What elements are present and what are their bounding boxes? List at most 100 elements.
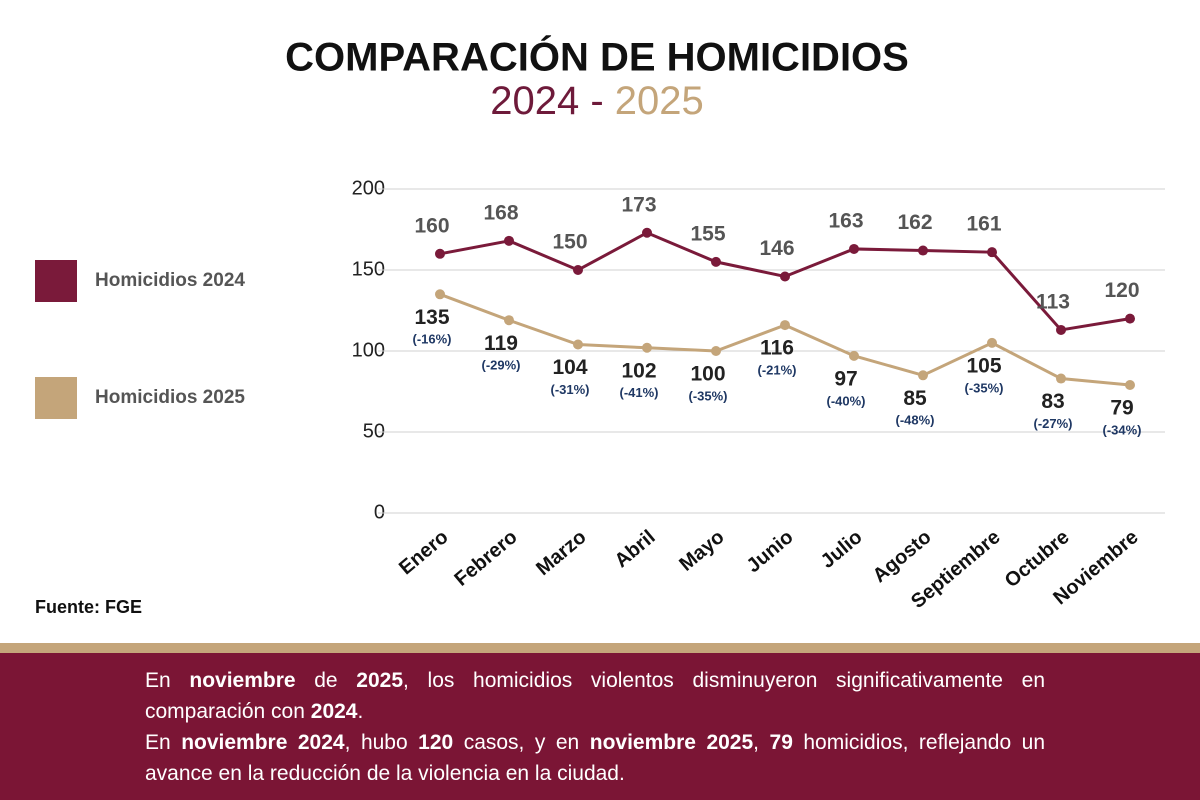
point	[780, 320, 790, 331]
footer-run: noviembre	[189, 669, 296, 692]
data-label: 85	[903, 387, 927, 410]
data-label: 119	[484, 332, 518, 355]
y-tick-label: 100	[352, 339, 385, 361]
point	[573, 339, 583, 350]
data-label: 100	[690, 363, 725, 386]
data-label: 163	[828, 209, 863, 232]
data-label: 150	[552, 231, 587, 254]
footer-run: En	[145, 731, 182, 754]
data-label: 113	[1036, 290, 1070, 313]
change-label: (-35%)	[964, 380, 1003, 395]
change-label: (-31%)	[550, 382, 589, 397]
point	[642, 227, 652, 238]
data-label: 155	[690, 222, 725, 245]
x-tick-label: Agosto	[869, 526, 936, 587]
data-label: 105	[966, 354, 1001, 377]
change-label: (-48%)	[895, 413, 934, 428]
point	[711, 346, 721, 356]
subtitle-part: -	[579, 79, 615, 123]
x-tick-label: Febrero	[450, 526, 521, 591]
change-label: (-29%)	[481, 358, 520, 373]
point	[987, 247, 997, 258]
footer-run: casos, y en	[453, 731, 590, 754]
point	[918, 370, 928, 381]
footer-paragraph: En noviembre 2024, hubo 120 casos, y en …	[145, 727, 1045, 789]
point	[642, 342, 652, 353]
data-label: 116	[760, 337, 794, 360]
point	[1125, 380, 1135, 391]
point	[918, 245, 928, 256]
x-tick-label: Abril	[611, 526, 660, 572]
change-label: (-35%)	[688, 388, 727, 403]
chart-subtitle: 2024 - 2025	[490, 79, 704, 123]
point	[1056, 373, 1066, 384]
change-label: (-21%)	[757, 363, 796, 378]
data-label: 161	[966, 213, 1001, 236]
subtitle-part: 2024	[490, 79, 579, 123]
data-label: 173	[621, 193, 656, 216]
footer-run: , hubo	[344, 731, 419, 754]
x-tick-label: Mayo	[675, 526, 728, 576]
point	[435, 248, 445, 259]
data-label: 104	[552, 356, 587, 379]
point	[849, 243, 859, 254]
data-label: 120	[1104, 279, 1139, 302]
point	[849, 350, 859, 361]
change-label: (-40%)	[826, 393, 865, 408]
footer-run: 79	[769, 731, 793, 754]
point	[573, 265, 583, 275]
x-tick-label: Julio	[817, 526, 867, 573]
footer-run: 2025	[356, 669, 404, 692]
point	[711, 256, 721, 267]
legend-swatch	[35, 377, 77, 419]
y-tick-label: 150	[352, 258, 385, 280]
y-tick-label: 50	[363, 420, 385, 442]
legend-label: Homicidios 2025	[95, 387, 245, 408]
change-label: (-27%)	[1033, 416, 1072, 431]
footer-run: noviembre 2025	[589, 731, 754, 754]
data-label: 83	[1041, 390, 1064, 413]
chart-title: COMPARACIÓN DE HOMICIDIOS	[285, 34, 909, 80]
data-label: 162	[897, 211, 932, 234]
point	[504, 315, 514, 326]
data-label: 135	[414, 306, 449, 329]
legend-label: Homicidios 2024	[95, 270, 245, 291]
change-label: (-16%)	[412, 332, 451, 347]
data-label: 160	[414, 214, 449, 237]
footer-run: 2024	[310, 700, 358, 723]
point	[987, 337, 997, 348]
footer-run: ,	[753, 731, 770, 754]
change-label: (-41%)	[619, 385, 658, 400]
footer-run: , los homicidios violentos disminuyeron …	[145, 669, 1045, 723]
footer-stripe	[0, 643, 1200, 653]
data-label: 168	[483, 201, 518, 224]
change-label: (-34%)	[1102, 422, 1141, 437]
footer-run: En	[145, 669, 190, 692]
y-tick-label: 0	[374, 501, 385, 523]
footer-run: 120	[418, 731, 454, 754]
source: Fuente: FGE	[35, 597, 142, 617]
point	[1125, 313, 1135, 324]
point	[1056, 324, 1066, 335]
subtitle-part: 2025	[615, 79, 704, 123]
footer-band	[0, 653, 1200, 800]
point	[435, 289, 445, 300]
data-label: 146	[759, 237, 794, 260]
footer-text: En noviembre de 2025, los homicidios vio…	[145, 665, 1045, 789]
point	[504, 235, 514, 246]
y-tick-label: 200	[352, 177, 385, 199]
point	[780, 271, 790, 282]
footer-run: .	[357, 700, 364, 723]
data-label: 79	[1110, 397, 1133, 420]
legend-swatch	[35, 260, 77, 302]
x-tick-label: Enero	[395, 526, 453, 579]
x-tick-label: Junio	[743, 526, 798, 577]
data-label: 102	[621, 359, 656, 382]
x-tick-label: Marzo	[532, 526, 590, 580]
footer-run: de	[295, 669, 357, 692]
footer-run: homicidios, reflejando un avance en la r…	[145, 731, 1045, 785]
footer-run: noviembre 2024	[181, 731, 345, 754]
footer-paragraph: En noviembre de 2025, los homicidios vio…	[145, 665, 1045, 727]
